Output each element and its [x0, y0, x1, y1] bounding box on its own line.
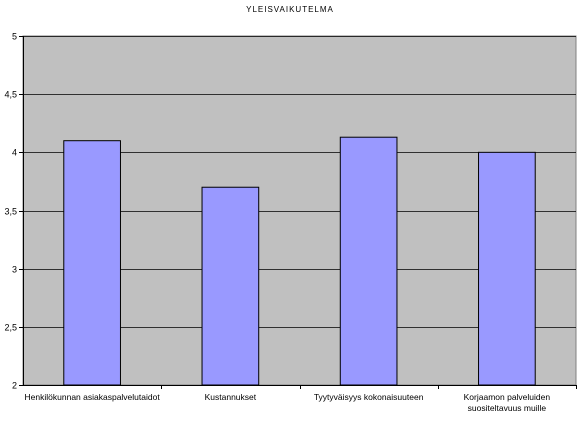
x-tick-label: Korjaamon palveluiden — [464, 392, 551, 402]
y-tick-label: 2,5 — [4, 323, 17, 333]
y-tick-label: 3,5 — [4, 207, 17, 217]
x-tick-labels: Henkilökunnan asiakaspalvelutaidot Kustan… — [25, 392, 551, 413]
chart-title: YLEISVAIKUTELMA — [246, 5, 334, 14]
x-tick-label: Tyytyväisyys kokonaisuuteen — [314, 392, 424, 402]
y-tick-label: 2 — [12, 381, 17, 391]
bar — [478, 151, 536, 386]
y-tick-label: 4 — [12, 148, 17, 158]
y-tick-label: 4,5 — [4, 90, 17, 100]
bar — [339, 136, 398, 386]
bars — [63, 136, 536, 386]
x-tick-label: suositeltavuus muille — [468, 403, 547, 413]
bar — [63, 140, 121, 386]
bar — [201, 186, 260, 386]
axes — [19, 36, 577, 389]
x-tick-label: Henkilökunnan asiakaspalvelutaidot — [25, 392, 161, 402]
y-tick-label: 3 — [12, 265, 17, 275]
x-tick-label: Kustannukset — [205, 392, 257, 402]
y-tick-label: 5 — [12, 32, 17, 42]
y-tick-labels: 2 2,5 3 3,5 4 4,5 5 — [4, 32, 17, 391]
